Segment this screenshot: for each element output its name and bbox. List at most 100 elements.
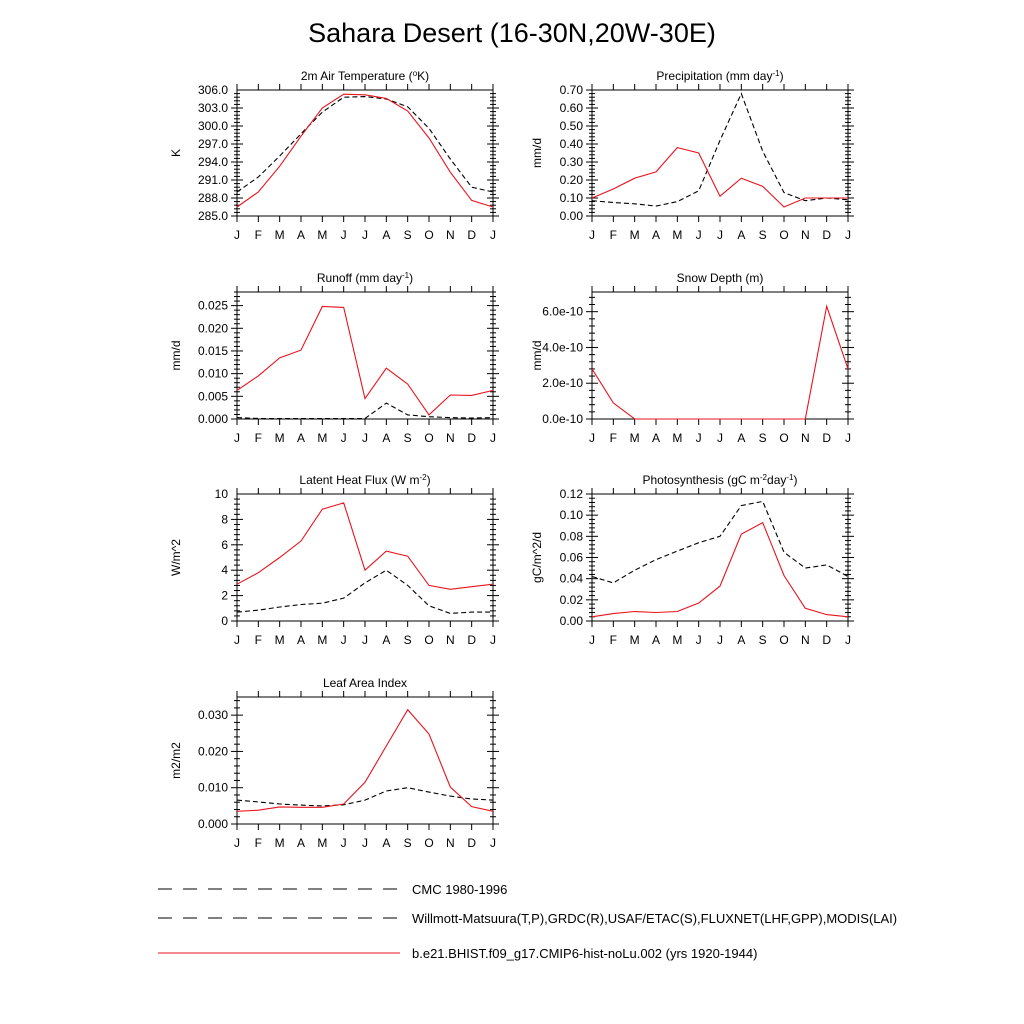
x-tick-label: J [589, 228, 595, 242]
x-tick-label: A [382, 228, 390, 242]
x-tick-label: A [737, 633, 745, 647]
x-tick-label: S [404, 431, 412, 445]
x-tick-label: J [490, 431, 496, 445]
plot-frame [591, 89, 849, 217]
y-tick-label: 0.020 [198, 744, 228, 758]
x-tick-label: J [341, 633, 347, 647]
x-tick-label: M [630, 431, 640, 445]
x-tick-label: J [845, 431, 851, 445]
x-tick-label: M [275, 228, 285, 242]
x-tick-label: N [801, 431, 810, 445]
x-tick-label: O [779, 633, 788, 647]
series-line-model [236, 502, 494, 590]
x-tick-label: J [717, 228, 723, 242]
y-tick-label: 0.70 [560, 83, 584, 97]
x-tick-label: J [717, 431, 723, 445]
x-tick-label: J [341, 228, 347, 242]
series-line-model [591, 521, 849, 618]
x-tick-label: F [610, 431, 617, 445]
x-tick-label: J [589, 633, 595, 647]
x-tick-label: J [845, 228, 851, 242]
x-tick-label: M [672, 431, 682, 445]
x-tick-label: J [362, 836, 368, 850]
x-tick-label: O [424, 633, 433, 647]
x-tick-label: M [275, 431, 285, 445]
y-tick-label: 2.0e-10 [542, 376, 583, 390]
x-tick-label: J [717, 633, 723, 647]
y-tick-label: 306.0 [198, 83, 228, 97]
x-tick-label: J [490, 228, 496, 242]
chart-panel-6: Leaf Area Index m2/m2 0.000 0.010 0.020 0.030… [169, 676, 499, 850]
y-tick-label: 285.0 [198, 209, 228, 223]
x-tick-label: D [822, 633, 831, 647]
y-tick-label: 291.0 [198, 173, 228, 187]
plot-frame [236, 291, 494, 420]
x-tick-label: N [446, 633, 455, 647]
y-tick-label: 0.00 [560, 209, 584, 223]
x-tick-label: M [275, 836, 285, 850]
x-tick-label: A [652, 228, 660, 242]
y-tick-label: 0.000 [198, 412, 228, 426]
x-tick-label: M [317, 633, 327, 647]
y-tick-label: 300.0 [198, 119, 228, 133]
y-tick-label: 0.025 [198, 299, 228, 313]
x-tick-label: S [759, 431, 767, 445]
y-tick-label: 0.06 [560, 551, 584, 565]
x-tick-label: J [696, 633, 702, 647]
legend-label-0: CMC 1980-1996 [412, 882, 507, 897]
y-tick-label: 0.10 [560, 508, 584, 522]
plot-frame [236, 696, 494, 825]
y-tick-label: 0.015 [198, 344, 228, 358]
x-tick-label: D [822, 228, 831, 242]
panel-title: Photosynthesis (gC m-2day-1) [643, 473, 798, 488]
x-tick-label: M [317, 228, 327, 242]
x-tick-label: S [404, 836, 412, 850]
panel-title: Precipitation (mm day-1) [656, 69, 783, 84]
plot-frame [236, 89, 494, 217]
panel-title: 2m Air Temperature (oK) [301, 69, 429, 84]
series-line-observed [236, 787, 494, 807]
chart-panel-1: Precipitation (mm day-1) mm/d 0.00 0.10 0.20… [530, 69, 854, 242]
y-tick-label: 6 [221, 538, 228, 552]
x-tick-label: D [822, 431, 831, 445]
x-tick-label: J [490, 633, 496, 647]
y-tick-label: 0.000 [198, 817, 228, 831]
x-tick-label: J [696, 431, 702, 445]
y-tick-label: 0.0e-10 [542, 412, 583, 426]
x-tick-label: O [424, 431, 433, 445]
y-tick-label: 0.60 [560, 101, 584, 115]
x-tick-label: J [234, 431, 240, 445]
x-tick-label: J [490, 836, 496, 850]
panel-title: Leaf Area Index [323, 676, 407, 690]
x-tick-label: A [297, 431, 305, 445]
series-line-model [591, 146, 848, 208]
x-tick-label: J [234, 633, 240, 647]
y-tick-label: 288.0 [198, 191, 228, 205]
x-tick-label: J [589, 431, 595, 445]
x-tick-label: F [610, 228, 617, 242]
panel-title: Runoff (mm day-1) [317, 271, 413, 286]
x-tick-label: A [652, 431, 660, 445]
x-tick-label: A [297, 228, 305, 242]
x-tick-label: S [404, 228, 412, 242]
x-tick-label: A [737, 431, 745, 445]
legend-label-1: Willmott-Matsuura(T,P),GRDC(R),USAF/ETAC… [412, 911, 897, 926]
legend-label-2: b.e21.BHIST.f09_g17.CMIP6-hist-noLu.002 … [412, 946, 757, 961]
y-tick-label: 0.50 [560, 119, 584, 133]
y-tick-label: 0.030 [198, 708, 228, 722]
x-tick-label: N [446, 836, 455, 850]
chart-panel-2: Runoff (mm day-1) mm/d 0.000 0.005 0.010 0.01… [169, 271, 499, 445]
plot-frame [591, 493, 849, 622]
series-line-observed [236, 402, 494, 420]
x-tick-label: J [845, 633, 851, 647]
x-tick-label: M [672, 228, 682, 242]
series-line-model [591, 304, 849, 420]
x-tick-label: S [404, 633, 412, 647]
y-tick-label: 0 [221, 614, 228, 628]
y-axis-label: K [169, 149, 183, 157]
x-tick-label: M [630, 228, 640, 242]
y-tick-label: 10 [215, 487, 229, 501]
figure-title: Sahara Desert (16-30N,20W-30E) [308, 18, 716, 48]
x-tick-label: J [341, 431, 347, 445]
